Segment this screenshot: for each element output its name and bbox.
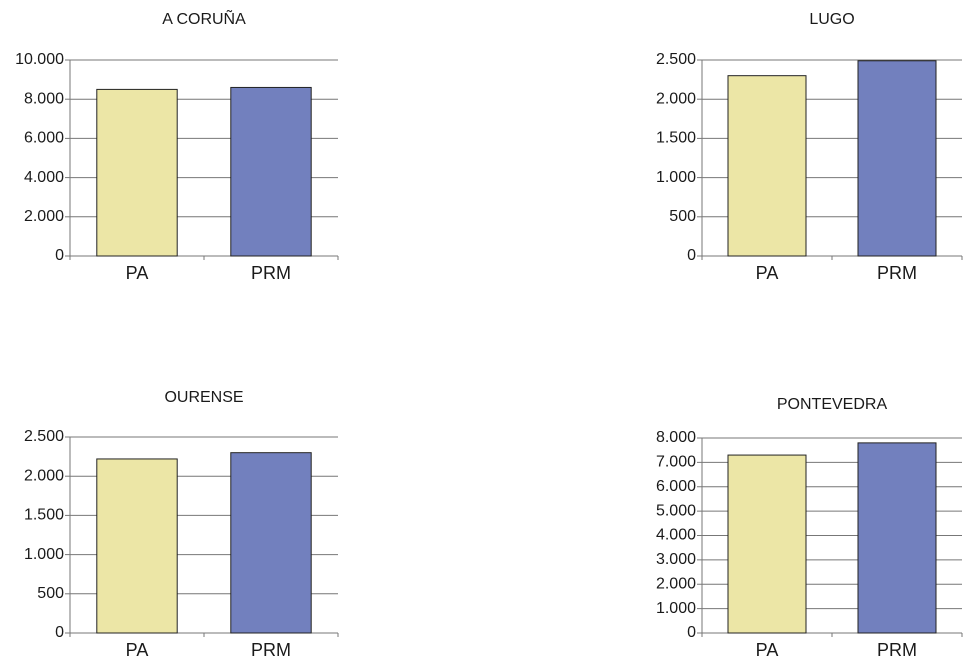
y-tick-label: 1.000 xyxy=(656,600,696,617)
y-tick-label: 2.000 xyxy=(24,467,64,484)
bar xyxy=(857,442,937,634)
y-tick-label: 1.000 xyxy=(24,546,64,563)
y-tick-label: 0 xyxy=(55,247,64,264)
bar xyxy=(230,452,312,634)
x-tick-label: PA xyxy=(126,263,149,283)
y-tick-label: 6.000 xyxy=(24,130,64,147)
y-tick-label: 2.000 xyxy=(656,90,696,107)
bar xyxy=(727,454,807,634)
y-tick-label: 4.000 xyxy=(24,169,64,186)
x-tick-label: PRM xyxy=(877,640,917,660)
bar xyxy=(96,458,178,634)
x-tick-label: PRM xyxy=(251,263,291,283)
y-tick-label: 2.500 xyxy=(24,428,64,445)
y-tick-label: 1.500 xyxy=(656,130,696,147)
y-tick-label: 2.000 xyxy=(24,208,64,225)
y-tick-label: 2.500 xyxy=(656,51,696,68)
bar xyxy=(230,86,312,257)
y-tick-label: 0 xyxy=(687,624,696,641)
chart-title: A CORUÑA xyxy=(162,8,246,28)
y-tick-label: 500 xyxy=(37,585,64,602)
y-tick-label: 10.000 xyxy=(15,51,64,68)
bar xyxy=(727,75,807,257)
y-tick-label: 7.000 xyxy=(656,454,696,471)
x-tick-label: PRM xyxy=(251,640,291,660)
y-tick-label: 500 xyxy=(669,208,696,225)
y-tick-label: 8.000 xyxy=(656,429,696,446)
bar xyxy=(96,88,178,257)
y-tick-label: 8.000 xyxy=(24,90,64,107)
chart-title: OURENSE xyxy=(164,389,243,406)
y-tick-label: 4.000 xyxy=(656,527,696,544)
y-tick-label: 0 xyxy=(687,247,696,264)
x-tick-label: PRM xyxy=(877,263,917,283)
y-tick-label: 1.000 xyxy=(656,169,696,186)
chart-title: LUGO xyxy=(809,11,854,28)
y-tick-label: 1.500 xyxy=(24,507,64,524)
x-tick-label: PA xyxy=(756,640,779,660)
chart-title: PONTEVEDRA xyxy=(777,396,888,413)
y-tick-label: 6.000 xyxy=(656,478,696,495)
y-tick-label: 2.000 xyxy=(656,575,696,592)
y-tick-label: 3.000 xyxy=(656,551,696,568)
x-tick-label: PA xyxy=(756,263,779,283)
bar xyxy=(857,60,937,257)
y-tick-label: 5.000 xyxy=(656,502,696,519)
x-tick-label: PA xyxy=(126,640,149,660)
y-tick-label: 0 xyxy=(55,624,64,641)
